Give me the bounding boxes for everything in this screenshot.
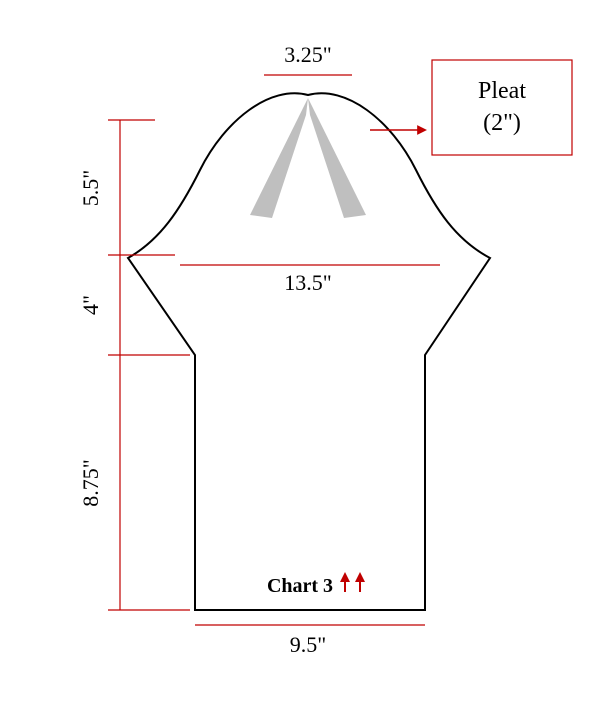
dim-top-width-label: 3.25" [284,42,331,67]
sleeve-outline [128,93,490,610]
dim-bottom-width-label: 9.5" [290,632,326,657]
chart-arrow-1 [340,572,350,592]
pleat-callout-line2: (2") [483,110,521,136]
dim-taper-height-label: 4" [78,295,103,315]
dim-left-ladder: 5.5" 4" 8.75" [78,120,190,610]
dim-body-height-label: 8.75" [78,459,103,506]
chart-label-group: Chart 3 [267,572,365,597]
dim-bottom-width: 9.5" [195,625,425,657]
chart-arrow-2 [355,572,365,592]
pleat-callout-line1: Pleat [478,78,526,104]
pleat-shading [250,98,366,218]
dim-shoulder-width-label: 13.5" [284,270,331,295]
dim-cap-height-label: 5.5" [78,170,103,206]
dim-top-width: 3.25" [264,42,352,75]
dim-shoulder-width: 13.5" [180,265,440,295]
pleat-callout: Pleat (2") [370,60,572,155]
chart-label: Chart 3 [267,575,333,597]
